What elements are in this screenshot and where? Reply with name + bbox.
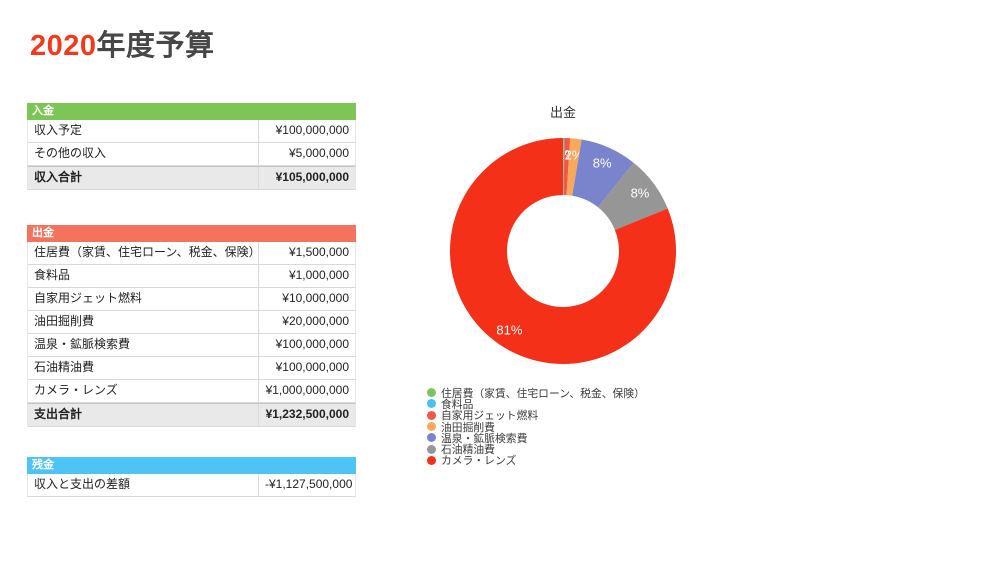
- legend-item[interactable]: 自家用ジェット燃料: [427, 410, 645, 423]
- legend-item[interactable]: カメラ・レンズ: [427, 455, 645, 468]
- legend-color-dot: [427, 410, 436, 420]
- row-label[interactable]: 油田掘削費: [28, 311, 259, 333]
- legend-label: カメラ・レンズ: [441, 455, 517, 468]
- table-row: 支出合計 ¥1,232,500,000: [27, 403, 356, 427]
- legend-label: 食料品: [441, 398, 474, 411]
- table-row: 収入と支出の差額 -¥1,127,500,000: [27, 474, 356, 497]
- slice-percent-label: 8%: [593, 155, 612, 170]
- row-label[interactable]: カメラ・レンズ: [28, 380, 259, 402]
- donut-slice[interactable]: [566, 138, 582, 196]
- donut-slice[interactable]: [598, 162, 668, 230]
- legend-color-dot: [427, 433, 436, 443]
- legend-color-dot: [427, 399, 436, 409]
- legend-label: 住居費（家賃、住宅ローン、税金、保険）: [441, 387, 645, 400]
- donut-slice[interactable]: [450, 138, 676, 364]
- title-year: 2020: [30, 30, 97, 62]
- legend-color-dot: [427, 444, 436, 454]
- row-label[interactable]: 自家用ジェット燃料: [28, 288, 259, 310]
- legend-item[interactable]: 食料品: [427, 398, 645, 411]
- table-row: 温泉・鉱脈検索費 ¥100,000,000: [27, 334, 356, 357]
- table-row: 油田掘削費 ¥20,000,000: [27, 311, 356, 334]
- table-row: 自家用ジェット燃料 ¥10,000,000: [27, 288, 356, 311]
- legend-item[interactable]: 温泉・鉱脈検索費: [427, 432, 645, 445]
- row-amount[interactable]: ¥100,000,000: [275, 337, 349, 351]
- page-title: 2020年度予算: [30, 22, 215, 64]
- donut-slice[interactable]: [572, 139, 634, 208]
- donut-slice[interactable]: [563, 138, 564, 196]
- balance-table: 残金 収入と支出の差額 -¥1,127,500,000: [27, 457, 356, 497]
- row-amount[interactable]: ¥105,000,000: [275, 170, 349, 184]
- row-amount[interactable]: ¥1,000,000: [288, 268, 349, 282]
- title-text: 年度予算: [96, 30, 215, 62]
- row-label[interactable]: 収入と支出の差額: [28, 474, 259, 496]
- expense-table-header: 出金: [27, 225, 356, 242]
- row-amount[interactable]: ¥10,000,000: [282, 291, 349, 305]
- table-row: カメラ・レンズ ¥1,000,000,000: [27, 380, 356, 403]
- legend-color-dot: [427, 388, 436, 398]
- legend-label: 石油精油費: [441, 444, 495, 457]
- row-amount[interactable]: ¥5,000,000: [288, 146, 349, 160]
- balance-table-header: 残金: [27, 457, 356, 474]
- legend-label: 自家用ジェット燃料: [441, 410, 539, 423]
- table-row: 収入合計 ¥105,000,000: [27, 166, 356, 190]
- income-table-header: 入金: [27, 103, 356, 120]
- legend-color-dot: [427, 455, 436, 465]
- row-label[interactable]: 収入合計: [28, 167, 259, 189]
- row-label[interactable]: 食料品: [28, 265, 259, 287]
- table-row: 収入予定 ¥100,000,000: [27, 120, 356, 143]
- legend-item[interactable]: 油田掘削費: [427, 421, 645, 434]
- legend-label: 温泉・鉱脈検索費: [441, 432, 528, 445]
- row-label[interactable]: 住居費（家賃、住宅ローン、税金、保険）: [28, 242, 259, 264]
- legend-item[interactable]: 石油精油費: [427, 443, 645, 457]
- row-amount[interactable]: ¥100,000,000: [275, 123, 349, 137]
- income-table: 入金 収入予定 ¥100,000,000 その他の収入 ¥5,000,000 収入合計 ¥…: [27, 103, 356, 190]
- slice-percent-label: 81%: [496, 323, 522, 338]
- row-label[interactable]: 温泉・鉱脈検索費: [28, 334, 259, 356]
- row-amount[interactable]: ¥1,232,500,000: [265, 407, 349, 421]
- donut-slice[interactable]: [563, 138, 565, 196]
- legend-label: 油田掘削費: [441, 421, 495, 434]
- row-label[interactable]: 石油精油費: [28, 357, 259, 379]
- donut-slice[interactable]: [563, 138, 571, 196]
- table-row: 食料品 ¥1,000,000: [27, 265, 356, 288]
- row-amount[interactable]: ¥1,500,000: [288, 245, 349, 259]
- row-label[interactable]: その他の収入: [28, 143, 259, 165]
- chart-legend: 住居費（家賃、住宅ローン、税金、保険） 食料品 自家用ジェット燃料 油田掘削費 温泉・鉱…: [427, 387, 645, 468]
- expense-table: 出金 住居費（家賃、住宅ローン、税金、保険） ¥1,500,000 食料品 ¥1,00…: [27, 225, 356, 427]
- table-row: 住居費（家賃、住宅ローン、税金、保険） ¥1,500,000: [27, 242, 356, 265]
- legend-item[interactable]: 住居費（家賃、住宅ローン、税金、保険）: [427, 387, 645, 400]
- row-label[interactable]: 支出合計: [28, 404, 259, 426]
- table-row: 石油精油費 ¥100,000,000: [27, 357, 356, 380]
- chart-title: 出金: [549, 105, 576, 120]
- row-amount[interactable]: ¥1,000,000,000: [265, 383, 349, 397]
- row-amount[interactable]: ¥20,000,000: [282, 314, 349, 328]
- donut-chart: 1%2%8%8%81%: [450, 138, 676, 364]
- table-row: その他の収入 ¥5,000,000: [27, 143, 356, 166]
- legend-color-dot: [427, 422, 436, 432]
- slice-percent-label: 8%: [631, 186, 650, 201]
- row-amount[interactable]: -¥1,127,500,000: [265, 477, 353, 491]
- row-amount[interactable]: ¥100,000,000: [275, 360, 349, 374]
- row-label[interactable]: 収入予定: [28, 120, 259, 142]
